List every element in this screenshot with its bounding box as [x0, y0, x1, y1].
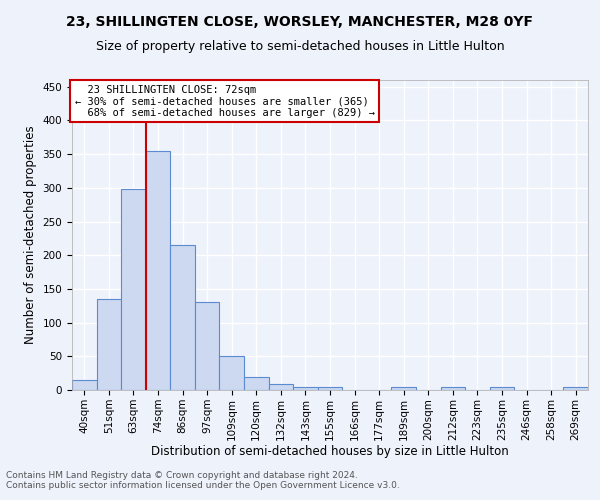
Bar [269, 384, 293, 390]
Bar [490, 388, 514, 390]
Bar [563, 388, 588, 390]
Bar [72, 380, 97, 390]
Bar [146, 151, 170, 390]
Bar [121, 189, 146, 390]
Text: 23 SHILLINGTEN CLOSE: 72sqm
← 30% of semi-detached houses are smaller (365)
  68: 23 SHILLINGTEN CLOSE: 72sqm ← 30% of sem… [74, 84, 374, 118]
Bar [195, 302, 220, 390]
Text: Contains HM Land Registry data © Crown copyright and database right 2024.
Contai: Contains HM Land Registry data © Crown c… [6, 470, 400, 490]
Bar [440, 388, 465, 390]
Bar [220, 356, 244, 390]
Text: 23, SHILLINGTEN CLOSE, WORSLEY, MANCHESTER, M28 0YF: 23, SHILLINGTEN CLOSE, WORSLEY, MANCHEST… [67, 15, 533, 29]
Bar [293, 386, 318, 390]
X-axis label: Distribution of semi-detached houses by size in Little Hulton: Distribution of semi-detached houses by … [151, 446, 509, 458]
Bar [244, 376, 269, 390]
Y-axis label: Number of semi-detached properties: Number of semi-detached properties [24, 126, 37, 344]
Bar [97, 299, 121, 390]
Text: Size of property relative to semi-detached houses in Little Hulton: Size of property relative to semi-detach… [95, 40, 505, 53]
Bar [391, 388, 416, 390]
Bar [318, 386, 342, 390]
Bar [170, 245, 195, 390]
